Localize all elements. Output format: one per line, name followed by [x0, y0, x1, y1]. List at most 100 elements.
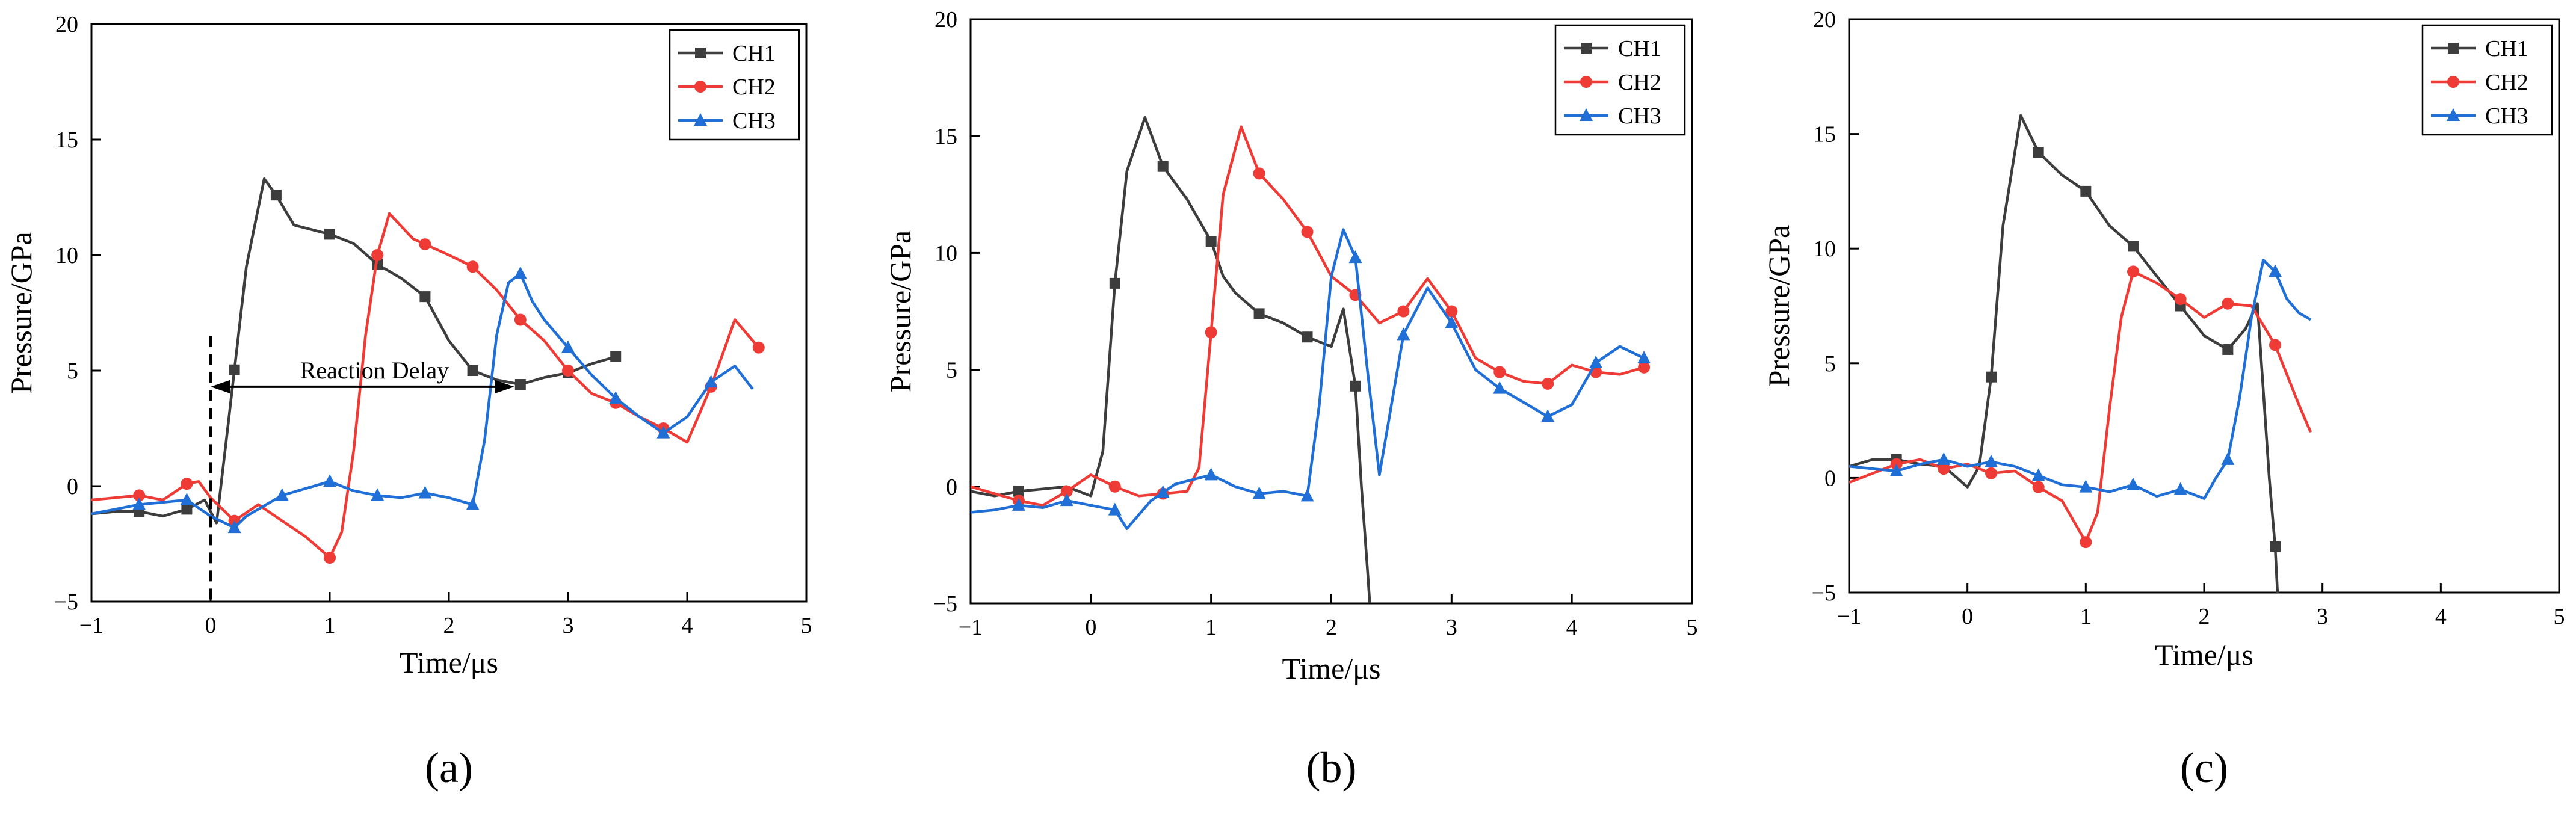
data-point-ch2 — [466, 260, 479, 273]
y-tick-label: −5 — [54, 590, 78, 615]
data-point-ch3 — [2031, 468, 2045, 481]
data-point-ch3 — [1108, 502, 1122, 516]
data-point-ch1 — [1205, 235, 1217, 247]
data-point-ch2 — [562, 365, 574, 377]
data-point-ch2 — [1445, 305, 1458, 318]
data-point-ch3 — [1985, 454, 1998, 467]
series-group — [971, 116, 1651, 603]
data-point-ch3 — [2221, 452, 2235, 465]
data-point-ch3 — [2127, 477, 2140, 490]
data-point-ch2 — [1108, 480, 1121, 493]
data-point-ch3 — [418, 486, 432, 499]
x-tick-label: 0 — [1962, 604, 1973, 629]
y-tick-label: 20 — [1813, 7, 1836, 32]
x-tick-label: 2 — [443, 613, 455, 638]
y-tick-label: 15 — [934, 124, 957, 149]
x-axis-title: Time/μs — [1282, 652, 1381, 685]
x-tick-label: −1 — [79, 613, 103, 638]
series-group — [91, 177, 765, 564]
data-point-ch2 — [181, 478, 193, 490]
y-tick-label: 10 — [55, 243, 78, 268]
data-point-ch2 — [419, 238, 431, 251]
y-tick-label: −5 — [1812, 581, 1836, 606]
y-tick-label: 10 — [1813, 236, 1836, 262]
data-point-ch3 — [1397, 327, 1410, 341]
series-line-ch3 — [91, 272, 754, 529]
data-point-ch3 — [609, 391, 623, 404]
panel-label: (c) — [2180, 744, 2228, 792]
panel-a: −1 0 1 2 3 4 5 −5 0 5 10 15 20 Time/μs Pressure/GPa (a)… — [4, 12, 812, 792]
data-point-ch3 — [1252, 486, 1266, 499]
data-point-ch2 — [2269, 339, 2281, 351]
data-point-ch1 — [181, 504, 193, 515]
data-point-ch3 — [2079, 479, 2093, 493]
data-point-ch2 — [1253, 167, 1265, 180]
data-point-ch1 — [467, 365, 478, 376]
legend-label-ch3: CH3 — [1618, 103, 1661, 129]
y-tick-label: 20 — [55, 12, 78, 37]
x-tick-label: 5 — [801, 613, 812, 638]
data-point-ch3 — [1889, 463, 1903, 476]
data-point-ch1 — [1013, 486, 1024, 497]
data-point-ch3 — [656, 425, 670, 439]
arrow-head-left — [211, 380, 230, 393]
series-line-ch1 — [1849, 114, 2279, 593]
x-tick-label: 4 — [2435, 604, 2447, 629]
legend-marker-ch2 — [694, 81, 706, 93]
y-tick-label: 15 — [55, 128, 78, 153]
legend-marker-ch2 — [2447, 76, 2459, 88]
data-point-ch1 — [2270, 541, 2281, 552]
y-tick-label: 20 — [934, 7, 957, 32]
legend-marker-ch3 — [2447, 108, 2460, 121]
data-point-ch2 — [1060, 485, 1073, 498]
x-tick-label: 5 — [1687, 615, 1698, 640]
data-point-ch1 — [2080, 185, 2092, 197]
data-point-ch2 — [1301, 226, 1314, 238]
legend-label-ch3: CH3 — [732, 108, 776, 134]
data-point-ch1 — [229, 364, 240, 375]
arrow-head-right — [495, 380, 514, 393]
y-axis-title: Pressure/GPa — [4, 232, 38, 393]
y-tick-label: 10 — [934, 241, 957, 266]
legend-marker-ch1 — [2448, 43, 2459, 54]
legend: CH1 CH2 CH3 — [2421, 24, 2553, 136]
x-tick-label: 2 — [1326, 615, 1337, 640]
legend: CH1 CH2 CH3 — [669, 29, 800, 141]
x-tick-label: −1 — [1837, 604, 1861, 629]
data-point-ch1 — [2222, 344, 2234, 355]
data-point-ch2 — [2127, 265, 2139, 278]
legend-label-ch2: CH2 — [1618, 70, 1661, 95]
x-axis-title: Time/μs — [2155, 638, 2253, 671]
data-point-ch2 — [1205, 326, 1217, 339]
data-point-ch2 — [1493, 366, 1506, 378]
data-point-ch2 — [2032, 481, 2045, 493]
data-point-ch1 — [324, 229, 335, 240]
data-point-ch1 — [1302, 331, 1313, 343]
panel-label: (a) — [425, 744, 473, 792]
data-point-ch1 — [1253, 308, 1265, 319]
legend-label-ch2: CH2 — [732, 75, 776, 100]
data-point-ch1 — [1986, 371, 1997, 383]
legend-marker-ch3 — [694, 113, 707, 126]
data-point-ch3 — [513, 266, 527, 279]
data-point-ch1 — [1157, 161, 1169, 172]
legend-label-ch2: CH2 — [2485, 70, 2528, 95]
series-line-ch1 — [91, 177, 616, 525]
series-line-ch3 — [971, 228, 1645, 530]
x-tick-label: 4 — [682, 613, 693, 638]
reaction-delay-label: Reaction Delay — [300, 357, 449, 384]
data-point-ch2 — [133, 489, 146, 502]
data-point-ch3 — [1348, 250, 1362, 264]
data-point-ch3 — [371, 488, 385, 501]
x-tick-label: 4 — [1566, 615, 1578, 640]
data-point-ch2 — [2174, 293, 2187, 306]
data-point-ch2 — [1542, 377, 1554, 390]
data-point-ch1 — [610, 351, 622, 362]
legend-label-ch1: CH1 — [1618, 36, 1661, 61]
data-point-ch3 — [323, 474, 336, 487]
data-point-ch1 — [1109, 277, 1120, 289]
data-point-ch2 — [1397, 305, 1410, 318]
x-tick-label: 0 — [1085, 615, 1096, 640]
